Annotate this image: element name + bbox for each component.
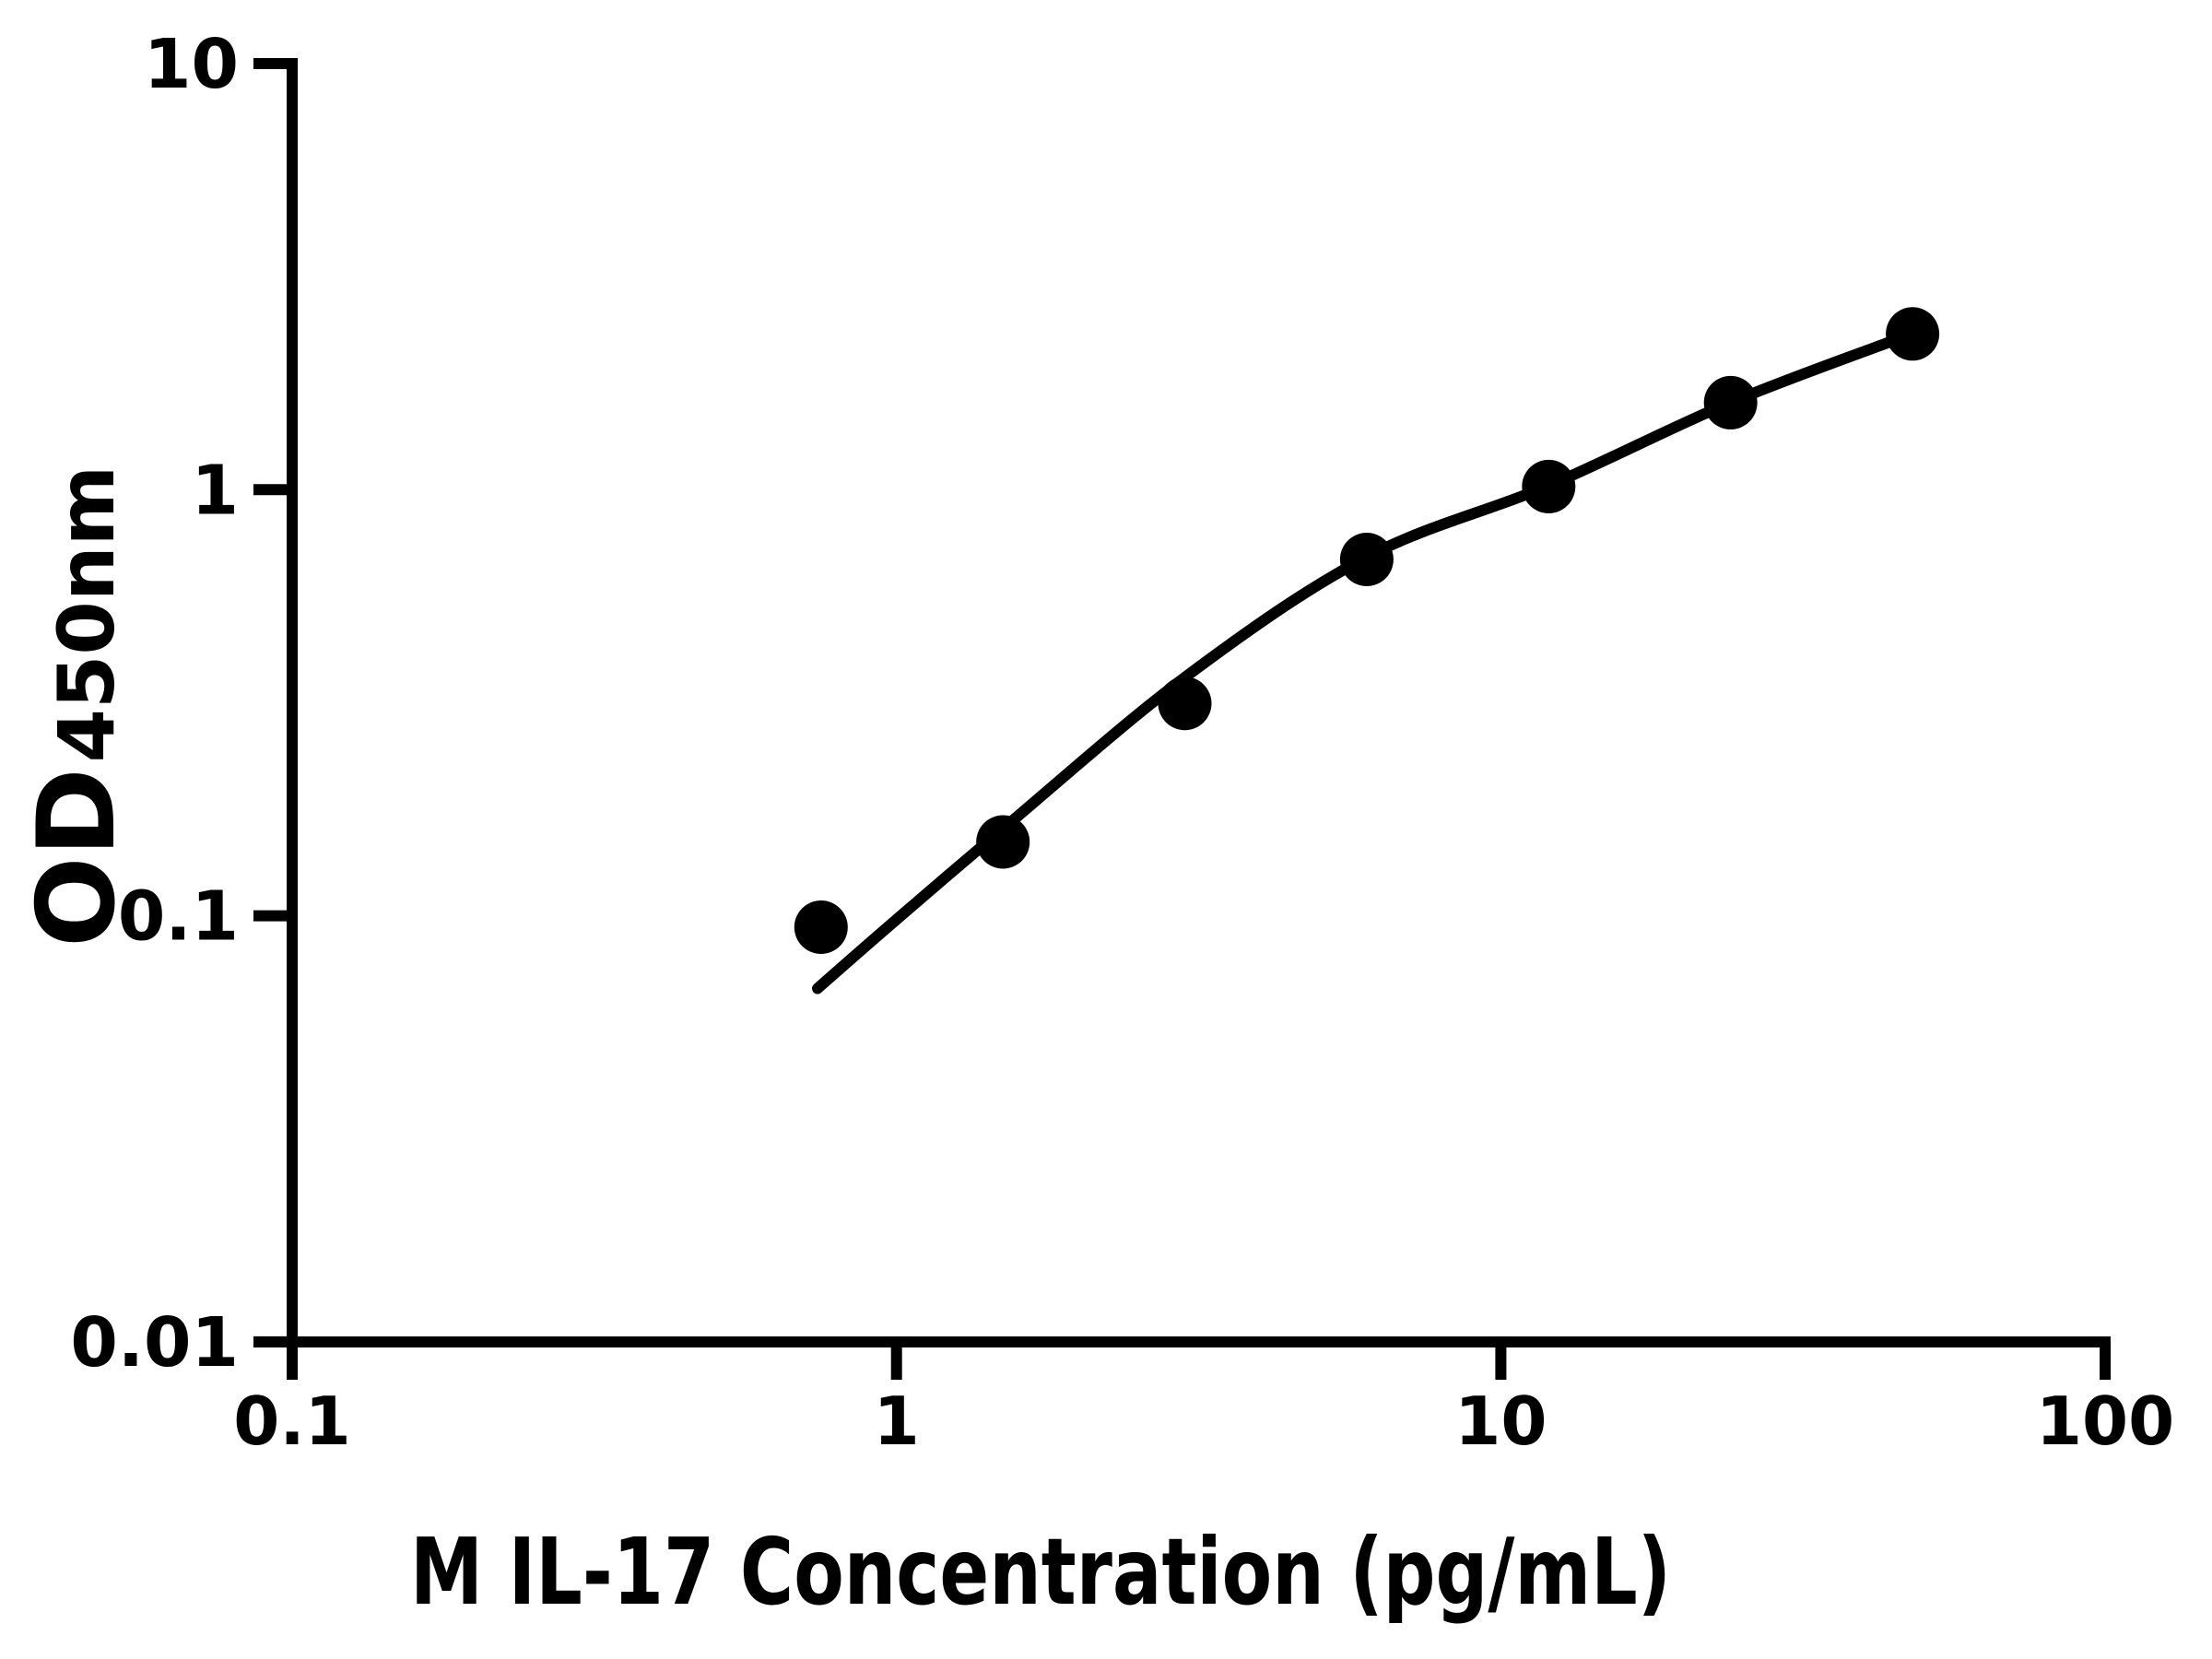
fit-curve — [812, 328, 1919, 994]
y-axis-title-subscript: 450nm — [41, 465, 132, 763]
x-tick-label: 100 — [2036, 1382, 2174, 1460]
x-tick-label: 0.1 — [233, 1382, 351, 1460]
data-point — [976, 815, 1030, 869]
y-tick-label: 0.1 — [118, 877, 239, 957]
data-point — [1703, 375, 1758, 429]
data-point — [1339, 533, 1394, 586]
data-point — [1522, 459, 1576, 513]
x-tick-label: 1 — [874, 1382, 920, 1460]
fit-curve-path — [812, 328, 1919, 994]
y-axis-title: OD 450nm — [15, 465, 139, 947]
axes — [253, 58, 2111, 1380]
y-axis-title-main: OD — [15, 768, 139, 947]
data-point — [1886, 307, 1940, 361]
x-tick-label: 10 — [1454, 1382, 1547, 1460]
y-tick-label: 0.01 — [70, 1303, 239, 1382]
data-points — [794, 307, 1940, 954]
axis-ticks — [253, 58, 2112, 1380]
data-point — [1158, 677, 1212, 731]
y-tick-label: 10 — [144, 25, 239, 104]
data-point — [794, 900, 848, 954]
x-axis-title: M IL-17 Concentration (pg/mL) — [410, 1518, 1671, 1626]
y-tick-label: 1 — [192, 451, 240, 530]
